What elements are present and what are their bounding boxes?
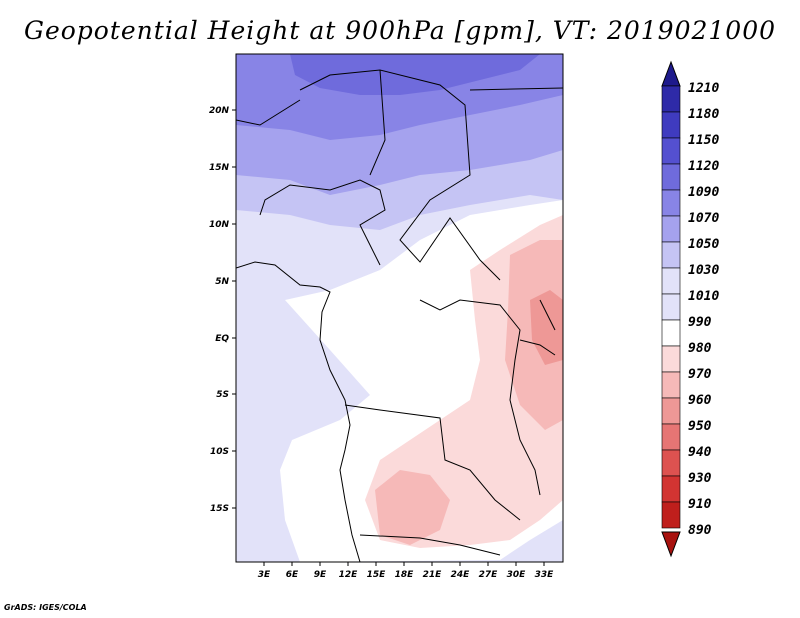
colorbar-label: 930 [688,471,712,486]
colorbar-swatch [661,449,681,477]
colorbar-label: 980 [688,341,712,356]
y-tick-label: 15N [209,163,230,173]
colorbar-swatch [661,293,681,321]
colorbar-swatch [661,111,681,139]
colorbar-swatches [661,85,681,529]
grads-credit: GrADS: IGES/COLA [4,603,87,612]
x-tick-label: 21E [423,570,443,580]
colorbar-label: 970 [688,367,712,382]
x-tick-label: 6E [286,570,299,580]
colorbar-label: 950 [688,419,712,434]
colorbar-swatch [661,241,681,269]
y-tick-label: 5N [215,277,229,287]
colorbar-label: 1180 [688,107,719,122]
y-tick-label: 20N [209,106,230,116]
colorbar-top-arrow [661,60,681,87]
colorbar-swatch [661,345,681,373]
colorbar-swatch [661,397,681,425]
colorbar-label: 1090 [688,185,719,200]
x-tick-label: 24E [451,570,471,580]
y-tick-label: 15S [210,504,229,514]
y-tick-label: 10N [209,220,230,230]
colorbar-swatch [661,501,681,529]
colorbar: 1210 1180 1150 1120 1090 1070 1050 1030 … [661,60,719,558]
y-tick-label: 5S [216,390,229,400]
x-tick-label: 33E [535,570,555,580]
field-region-960 [530,290,563,365]
x-tick-label: 27E [479,570,499,580]
colorbar-swatch [661,137,681,165]
colorbar-swatch [661,423,681,451]
colorbar-swatch [661,267,681,295]
x-tick-label: 30E [507,570,527,580]
colorbar-swatch [661,475,681,503]
x-tick-label: 3E [258,570,271,580]
colorbar-bottom-arrow [661,531,681,558]
x-axis: 3E 6E 9E 12E 15E 18E 21E 24E 27E 30E 33E [258,562,554,580]
colorbar-label: 1210 [688,81,719,96]
colorbar-label: 1030 [688,263,719,278]
y-axis: 20N 15N 10N 5N EQ 5S 10S 15S [209,106,236,514]
x-tick-label: 12E [339,570,359,580]
y-tick-label: 10S [210,447,229,457]
colorbar-label: 960 [688,393,712,408]
colorbar-label: 1120 [688,159,719,174]
chart-title: Geopotential Height at 900hPa [gpm], VT:… [23,16,777,45]
coastlines-borders [236,69,563,562]
colorbar-swatch [661,85,681,113]
colorbar-swatch [661,215,681,243]
colorbar-label: 990 [688,315,712,330]
colorbar-label: 1010 [688,289,719,304]
colorbar-label: 890 [688,523,712,538]
x-tick-label: 18E [395,570,415,580]
colorbar-swatch [661,319,681,347]
colorbar-label: 1150 [688,133,719,148]
field-region-1090 [290,54,540,95]
colorbar-label: 1070 [688,211,719,226]
map-frame [235,53,564,563]
x-tick-label: 15E [367,570,387,580]
field-region-970-south [375,470,450,545]
geopotential-field [236,54,563,562]
colorbar-swatch [661,371,681,399]
colorbar-swatch [661,163,681,191]
colorbar-label: 940 [688,445,712,460]
colorbar-label: 910 [688,497,712,512]
colorbar-swatch [661,189,681,217]
y-tick-label: EQ [215,334,229,344]
colorbar-label: 1050 [688,237,719,252]
x-tick-label: 9E [314,570,327,580]
